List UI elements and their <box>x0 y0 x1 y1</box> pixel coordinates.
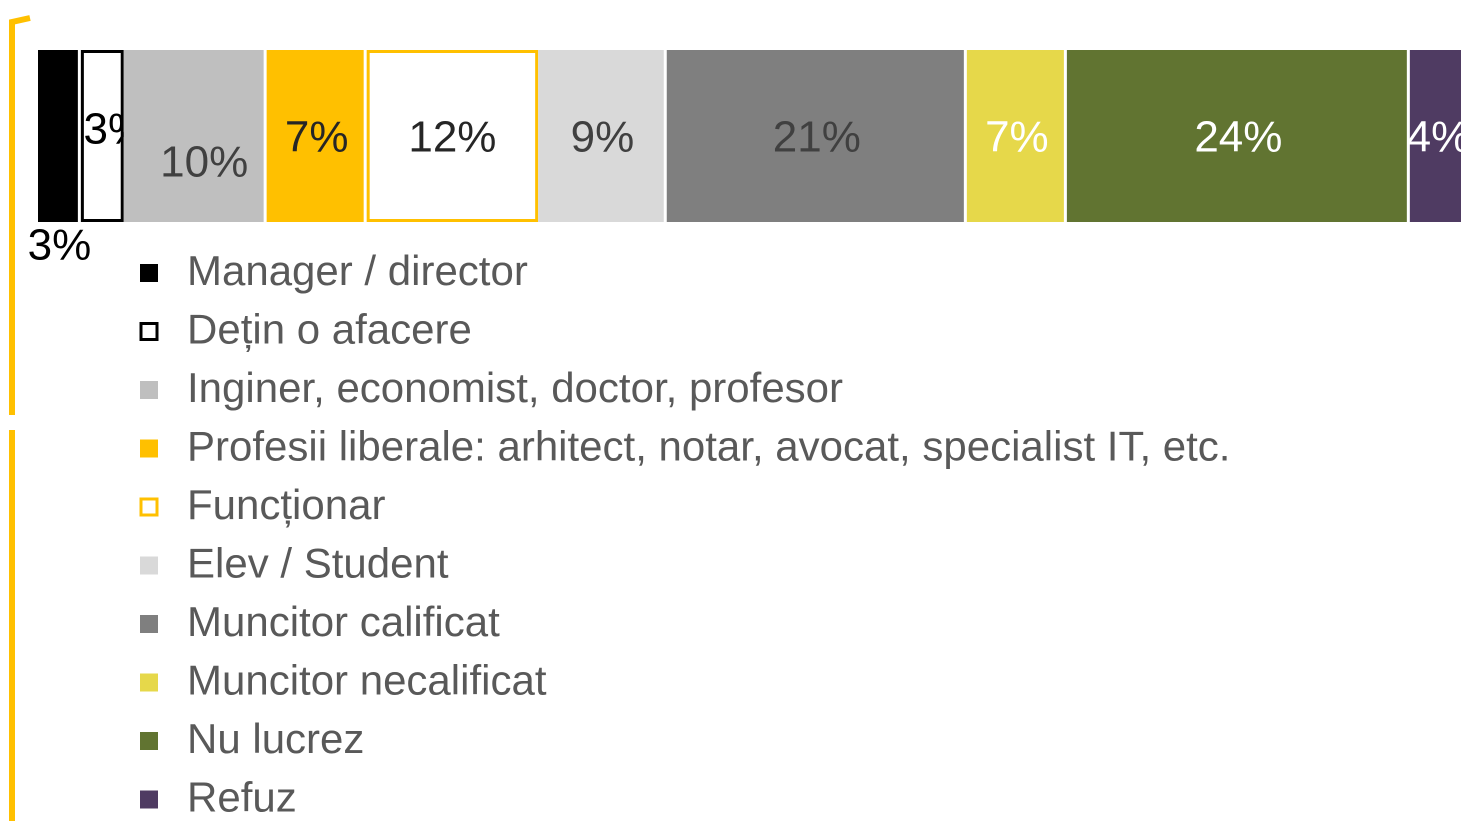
legend-marker <box>139 322 159 341</box>
legend-label: Dețin o afacere <box>187 306 472 353</box>
data-label: 3% <box>28 221 92 270</box>
data-label: 7% <box>285 113 349 162</box>
bar-segment <box>366 50 539 222</box>
legend-marker <box>140 615 158 633</box>
legend-label: Muncitor calificat <box>187 598 500 645</box>
data-label: 7% <box>985 113 1049 162</box>
bar-segment <box>966 50 1064 222</box>
legend-label: Refuz <box>187 774 297 821</box>
bar-segment <box>80 50 124 222</box>
legend-marker <box>139 497 159 517</box>
data-label: 21% <box>773 113 861 162</box>
legend-marker <box>140 790 158 809</box>
legend-marker <box>140 264 158 282</box>
legend-label: Manager / director <box>187 247 528 294</box>
bar-segment <box>1409 50 1461 222</box>
legend-marker <box>140 732 158 750</box>
bar-segment <box>666 50 964 222</box>
data-label: 12% <box>408 113 496 162</box>
bracket <box>9 15 31 415</box>
data-label: 24% <box>1194 113 1282 162</box>
legend-marker <box>140 556 158 575</box>
legend-label: Nu lucrez <box>187 715 364 762</box>
legend-label: Profesii liberale: arhitect, notar, avoc… <box>187 423 1230 470</box>
bar-segment <box>266 50 364 222</box>
data-label: 9% <box>571 113 635 162</box>
bar-segment <box>38 50 78 222</box>
legend-label: Inginer, economist, doctor, profesor <box>187 364 843 411</box>
data-label: 4% <box>1407 113 1461 162</box>
legend-marker <box>140 381 158 399</box>
legend-marker <box>140 673 158 692</box>
legend-label: Funcționar <box>187 481 385 528</box>
legend-label: Muncitor necalificat <box>187 657 547 704</box>
legend-marker <box>140 439 158 458</box>
bar-segment <box>538 50 664 222</box>
legend-label: Elev / Student <box>187 540 449 587</box>
bar-segment <box>1066 50 1407 222</box>
data-label: 10% <box>160 138 248 187</box>
bar-segment <box>123 50 264 222</box>
